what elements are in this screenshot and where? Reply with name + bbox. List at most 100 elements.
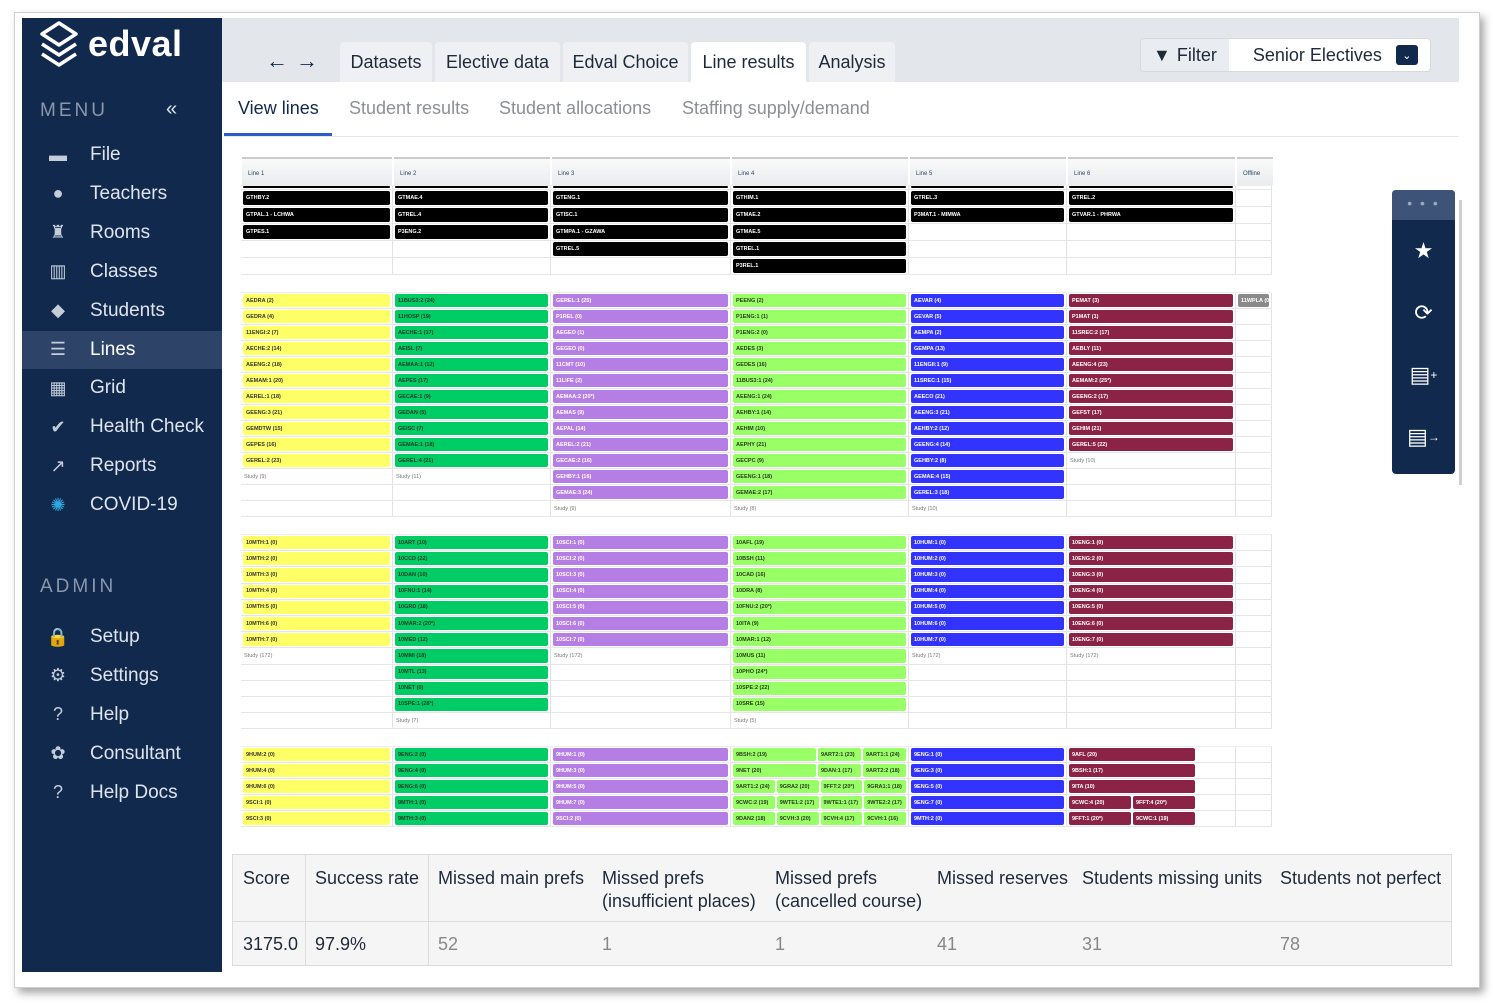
class-chip[interactable]: 10ENG:5 (0) [1069,600,1233,614]
class-chip[interactable]: GECAE:1 (9) [395,390,548,403]
subtab-student-results[interactable]: Student results [349,98,470,118]
class-chip[interactable]: GEISC (7) [395,422,548,435]
class-chip[interactable]: AEREL:2 (21) [553,438,728,451]
class-chip[interactable]: 9ENG:7 (0) [911,796,1064,809]
class-chip[interactable]: 9ENG:5 (0) [911,780,1064,793]
class-chip[interactable]: GEHBY:2 (8) [911,454,1064,467]
class-chip[interactable]: 11CMT (10) [553,358,728,371]
class-chip[interactable]: GEENG:4 (14) [911,438,1064,451]
class-chip[interactable]: 10DRA (8) [733,584,906,598]
class-chip[interactable]: GTMPA.1 - GZAWA [553,225,728,239]
class-chip[interactable]: GEPES (16) [243,438,390,451]
class-chip[interactable]: 9MTH:2 (0) [911,812,1064,825]
class-chip[interactable]: 10DAN (10) [395,568,548,582]
class-chip[interactable]: 10NET (0) [395,681,548,695]
class-chip[interactable]: 10SCI:4 (0) [553,584,728,598]
class-chip[interactable]: 10ENG:3 (0) [1069,568,1233,582]
class-chip[interactable]: 9NET (20) [733,764,816,777]
class-chip[interactable]: 9MTH:3 (0) [395,812,548,825]
class-chip[interactable]: PEMAT (3) [1069,294,1233,307]
class-chip[interactable]: GTENG.1 [553,191,728,205]
class-chip[interactable]: 10MAR:2 (20*) [395,616,548,631]
sidebar-item-help-docs[interactable]: ? Help Docs [22,774,222,812]
class-chip[interactable]: 9DAN:1 (17) [818,764,861,777]
class-chip[interactable]: GTPES.1 [243,225,390,239]
class-chip[interactable]: AEENG:2 (18) [243,358,390,371]
class-chip[interactable]: 10MTH:6 (0) [243,616,390,631]
class-chip[interactable]: 9AFL (20) [1069,748,1195,761]
class-chip[interactable]: 10HUM:6 (0) [911,616,1064,631]
class-chip[interactable]: 9HUM:6 (0) [243,780,390,793]
class-chip[interactable]: 10MTH:5 (0) [243,600,390,614]
class-chip[interactable]: 9ENG:4 (0) [395,764,548,777]
class-chip[interactable]: GTREL.2 [1069,191,1233,205]
class-chip[interactable]: GEDES (16) [733,358,906,371]
class-chip[interactable]: 9CVH:1 (16) [864,812,906,825]
class-chip[interactable]: AEMAM:1 (20) [243,374,390,387]
class-chip[interactable]: 10HUM:3 (0) [911,568,1064,582]
class-chip[interactable]: 9SCI:1 (0) [243,796,390,809]
class-chip[interactable]: 10ENG:1 (0) [1069,536,1233,550]
class-chip[interactable]: 10HUM:7 (0) [911,633,1064,647]
class-chip[interactable]: GEDAN (5) [395,406,548,419]
class-chip[interactable]: GEREL:4 (21) [395,454,548,467]
class-chip[interactable]: GEDRA (4) [243,310,390,323]
class-chip[interactable]: 9ENG:6 (0) [395,780,548,793]
class-chip[interactable]: 11ENGII:1 (9) [911,358,1064,371]
class-chip[interactable]: GEGEO (0) [553,342,728,355]
class-chip[interactable]: 11WPLA (0) [1238,294,1269,307]
class-chip[interactable]: GTMAE.2 [733,208,906,222]
sidebar-item-file[interactable]: ▬ File [22,136,222,174]
tab-datasets[interactable]: Datasets [340,42,432,82]
class-chip[interactable]: AEMAM:2 (25*) [1069,374,1233,387]
sidebar-item-health-check[interactable]: ✔ Health Check [22,408,222,446]
class-chip[interactable]: 10MED (12) [395,633,548,647]
class-chip[interactable]: GEENG:1 (18) [733,470,906,483]
class-chip[interactable]: 10ENG:7 (0) [1069,633,1233,647]
class-chip[interactable]: 9ART2:1 (23) [818,748,861,761]
class-chip[interactable]: 9WTE2:2 (17) [864,796,906,809]
class-chip[interactable]: AEHBY:2 (12) [911,422,1064,435]
class-chip[interactable]: AEDRA (2) [243,294,390,307]
class-chip[interactable]: AEREL:1 (18) [243,390,390,403]
class-chip[interactable]: P3ENG.2 [395,225,548,239]
sidebar-item-teachers[interactable]: ● Teachers [22,175,222,213]
class-chip[interactable]: 10MTH:7 (0) [243,633,390,647]
class-chip[interactable]: AEISL (7) [395,342,548,355]
class-chip[interactable]: 10FNU:1 (14) [395,584,548,598]
filter-button[interactable]: ▼ Filter [1141,39,1229,71]
class-chip[interactable]: 9CVH:4 (17) [820,812,863,825]
class-chip[interactable]: AECHE:2 (14) [243,342,390,355]
class-chip[interactable]: P3REL.1 [733,259,906,273]
class-chip[interactable]: 10SCI:2 (0) [553,552,728,566]
class-chip[interactable]: 9DAN2 (18) [733,812,775,825]
sidebar-item-setup[interactable]: 🔒 Setup [22,618,222,656]
class-chip[interactable]: AEPES (17) [395,374,548,387]
class-chip[interactable]: GECPC (9) [733,454,906,467]
class-chip[interactable]: AEMPA (2) [911,326,1064,339]
class-chip[interactable]: 11SREC:1 (15) [911,374,1064,387]
star-alert-icon[interactable]: ★ [1413,238,1434,263]
class-chip[interactable]: 9FFT:2 (20*) [820,780,863,793]
class-chip[interactable]: AEECO (21) [911,390,1064,403]
class-chip[interactable]: 10CCD (22) [395,552,548,566]
subtab-staffing[interactable]: Staffing supply/demand [682,98,870,118]
class-chip[interactable]: AEENG:4 (23) [1069,358,1233,371]
class-chip[interactable]: 9HUM:2 (0) [243,748,390,761]
class-chip[interactable]: 9CWC:2 (19) [733,796,775,809]
class-chip[interactable]: 10SRE (15) [733,697,906,712]
class-chip[interactable]: GEENG:3 (21) [243,406,390,419]
class-chip[interactable]: 10MTH:4 (0) [243,584,390,598]
tab-analysis[interactable]: Analysis [809,42,895,82]
class-chip[interactable]: AEENG:1 (24) [733,390,906,403]
class-chip[interactable]: AEMAS (9) [553,406,728,419]
class-chip[interactable]: 10HUM:2 (0) [911,552,1064,566]
class-chip[interactable]: 9ITA (10) [1069,780,1195,793]
class-chip[interactable]: GEMAE:4 (15) [911,470,1064,483]
class-chip[interactable]: 10PHO (24*) [733,665,906,679]
class-chip[interactable]: 11BUS3:1 (24) [733,374,906,387]
class-chip[interactable]: 9HUM:5 (0) [553,780,728,793]
forward-arrow-icon[interactable]: → [296,48,318,73]
sidebar-item-reports[interactable]: ↗ Reports [22,447,222,485]
class-chip[interactable]: AEPHY (21) [733,438,906,451]
